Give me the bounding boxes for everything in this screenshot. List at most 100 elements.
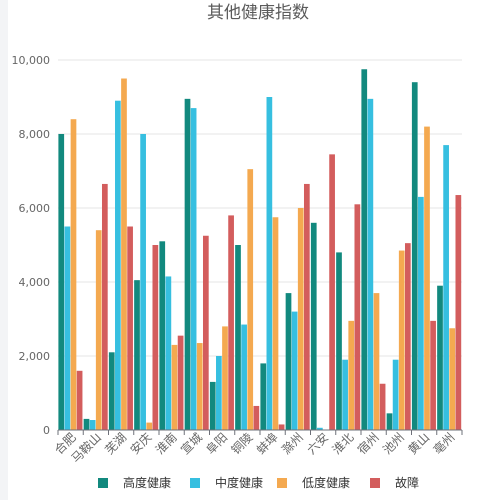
legend-item: 高度健康 xyxy=(98,475,171,490)
bar xyxy=(329,154,335,430)
bar xyxy=(108,352,115,430)
chart-title: 其他健康指数 xyxy=(207,3,309,23)
bar xyxy=(367,98,374,430)
bar xyxy=(379,383,386,430)
bar xyxy=(253,405,260,430)
bar xyxy=(76,370,83,430)
legend-swatch xyxy=(277,478,287,488)
bar xyxy=(83,418,90,430)
legend-item: 中度健康 xyxy=(190,475,263,490)
bar xyxy=(235,245,241,430)
legend-swatch xyxy=(190,478,200,488)
legend-label: 低度健康 xyxy=(302,475,350,490)
bar xyxy=(348,320,355,430)
bar xyxy=(134,280,140,430)
bar xyxy=(285,293,292,430)
bar xyxy=(95,230,102,430)
bar xyxy=(228,215,234,430)
bar xyxy=(404,243,411,430)
bar xyxy=(121,78,127,430)
bar xyxy=(424,126,430,430)
x-tick-label: 淮南 xyxy=(152,430,180,458)
bar xyxy=(411,82,418,430)
bar xyxy=(241,324,247,430)
bar xyxy=(202,235,209,430)
legend-label: 中度健康 xyxy=(215,475,263,490)
x-tick-label: 宣城 xyxy=(177,430,205,458)
x-tick-label: 池州 xyxy=(380,430,407,457)
bar xyxy=(373,293,380,430)
bar xyxy=(184,98,191,430)
bar xyxy=(64,226,71,430)
bar xyxy=(297,208,304,430)
bar xyxy=(58,134,65,430)
bar xyxy=(272,217,279,430)
y-tick-label: 0 xyxy=(43,424,50,437)
bar xyxy=(392,359,399,430)
x-tick-label: 黄山 xyxy=(405,430,432,457)
bar xyxy=(89,420,96,430)
y-tick-label: 6,000 xyxy=(19,202,51,215)
x-tick-label: 宿州 xyxy=(354,430,382,458)
bar xyxy=(140,134,146,430)
x-tick-label: 亳州 xyxy=(430,430,458,458)
bar xyxy=(437,285,443,430)
y-tick-label: 2,000 xyxy=(19,350,51,363)
x-tick-label: 铜陵 xyxy=(228,430,256,458)
legend-label: 高度健康 xyxy=(123,475,171,490)
y-tick-label: 8,000 xyxy=(19,128,51,141)
bar xyxy=(165,276,172,430)
bar xyxy=(190,108,197,430)
x-tick-label: 淮北 xyxy=(330,430,357,457)
bar xyxy=(146,422,153,430)
x-tick-label: 安庆 xyxy=(127,430,155,458)
bar xyxy=(127,226,133,430)
bar xyxy=(361,69,368,430)
x-tick-label: 六安 xyxy=(304,430,332,458)
bar xyxy=(171,344,178,430)
bar xyxy=(303,183,310,430)
bar xyxy=(209,381,216,430)
x-tick-label: 蚌埠 xyxy=(254,430,281,457)
left-edge-strip xyxy=(0,0,8,500)
bar xyxy=(101,183,108,430)
legend-item: 故障 xyxy=(370,475,419,490)
bar xyxy=(342,359,348,430)
bar xyxy=(152,245,159,430)
bar xyxy=(449,328,456,430)
legend-swatch xyxy=(370,478,380,488)
legend-label: 故障 xyxy=(395,475,419,490)
bar xyxy=(278,424,285,430)
bar xyxy=(354,204,361,430)
bar xyxy=(398,250,405,430)
bar xyxy=(291,311,298,430)
legend-swatch xyxy=(98,478,108,488)
bar xyxy=(443,145,449,430)
bar xyxy=(310,222,317,430)
y-tick-label: 10,000 xyxy=(12,54,51,67)
x-tick-label: 芜湖 xyxy=(102,430,130,458)
bar xyxy=(216,356,222,430)
bar xyxy=(159,241,166,430)
bar xyxy=(260,363,267,430)
bar xyxy=(386,413,393,430)
bar xyxy=(336,252,342,430)
x-tick-label: 滁州 xyxy=(278,430,306,458)
bar xyxy=(115,100,121,430)
x-tick-label: 阜阳 xyxy=(203,430,230,457)
legend-item: 低度健康 xyxy=(277,475,350,490)
bar xyxy=(177,335,184,430)
bars xyxy=(58,69,462,430)
bar xyxy=(70,119,77,430)
legend: 高度健康 中度健康 低度健康 故障 xyxy=(98,475,419,490)
bar xyxy=(317,427,323,430)
bar xyxy=(455,195,462,430)
y-tick-label: 4,000 xyxy=(19,276,51,289)
bar xyxy=(222,326,228,430)
bar xyxy=(418,196,424,430)
bar xyxy=(266,97,273,430)
bar xyxy=(430,320,436,430)
bar xyxy=(196,343,203,430)
bar xyxy=(247,169,254,430)
